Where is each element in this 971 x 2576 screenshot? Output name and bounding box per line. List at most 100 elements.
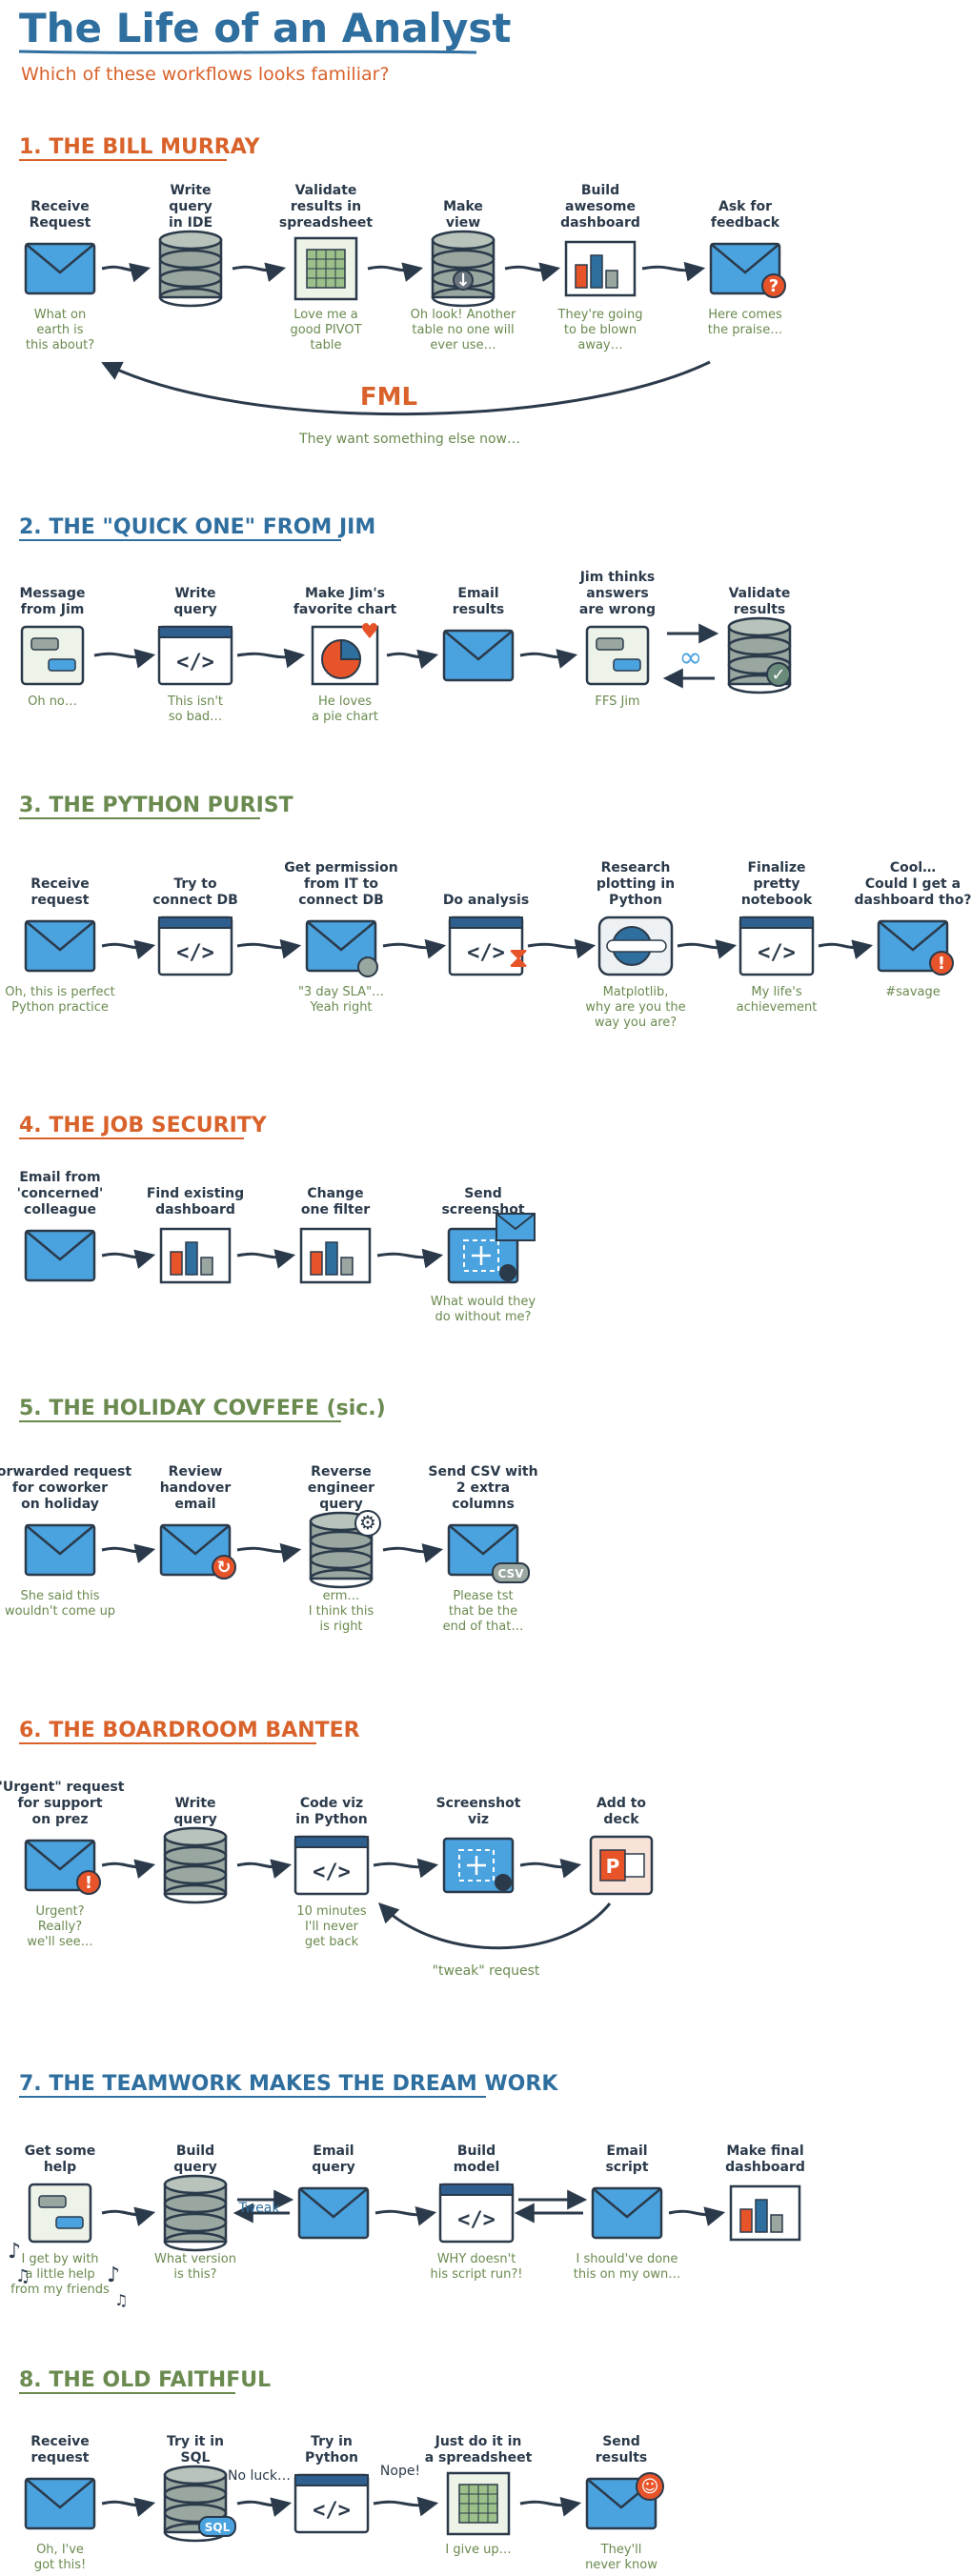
email-icon [24, 242, 96, 295]
step-label: dashboard [725, 2160, 805, 2175]
code-window-icon: </> [438, 2183, 515, 2244]
step-note: table [311, 338, 342, 352]
email-emoji-icon: ☺ [585, 2472, 664, 2530]
flow-arrow [232, 262, 287, 283]
step-note: away… [577, 338, 622, 352]
step-label: Build [581, 183, 619, 198]
spreadsheet-icon [446, 2471, 511, 2536]
section-heading-6: 6. THE BOARDROOM BANTER [19, 1719, 360, 1742]
page-subtitle: Which of these workflows looks familiar? [21, 64, 390, 85]
step-note: He loves [318, 694, 372, 709]
step-label: Just do it in [435, 2434, 522, 2449]
svg-text:♥: ♥ [360, 620, 379, 644]
step-label: a spreadsheet [425, 2450, 533, 2465]
step-note: table no one will [412, 323, 514, 337]
sql-badge: SQL [205, 2521, 231, 2534]
flow-arrow [641, 261, 706, 282]
step-note: way you are? [595, 1016, 677, 1030]
svg-text:</>: </> [457, 2208, 496, 2232]
step-note: ever use… [430, 338, 496, 352]
step-label: Email [457, 586, 498, 601]
step-label: Get some [25, 2143, 96, 2159]
pie-chart-icon: ♥ [311, 620, 379, 686]
database-gear-icon: ⚙ [309, 1510, 381, 1589]
music-note-icon: ♫ [114, 2291, 128, 2309]
page-title: The Life of an Analyst [19, 5, 511, 51]
database-view-icon: ↓ [431, 230, 496, 308]
step-note: I give up… [445, 2543, 511, 2557]
email-alert-icon: ! [877, 919, 954, 976]
step-note: Really? [38, 1920, 82, 1934]
svg-text:</>: </> [313, 1861, 351, 1884]
step-label: viz [468, 1812, 489, 1827]
flow-arrow [101, 1859, 156, 1880]
loop-note-s6: "tweak" request [433, 1963, 540, 1979]
flow-arrow [504, 262, 561, 282]
flow-arrow [101, 1249, 156, 1270]
powerpoint-icon: P [589, 1835, 654, 1896]
email-alert-icon: ! [24, 1839, 101, 1895]
arrow-label-s8-1: No luck… [228, 2468, 291, 2484]
step-label: notebook [741, 893, 813, 908]
svg-text:☺: ☺ [641, 2477, 659, 2497]
svg-text:!: ! [85, 1873, 92, 1893]
workflow-step: Email from'concerned'colleague [17, 1170, 103, 1282]
step-label: Email [606, 2143, 647, 2159]
step-label: dashboard [155, 1202, 235, 1218]
step-label: Build [176, 2143, 214, 2159]
flow-arrow [101, 1543, 156, 1564]
svg-text:</>: </> [467, 941, 505, 965]
step-label: Reverse [311, 1464, 372, 1479]
step-label: for coworker [12, 1480, 108, 1496]
step-label: SQL [181, 2450, 211, 2465]
step-label: dashboard tho? [854, 893, 971, 908]
flow-arrow [818, 939, 874, 959]
step-label: plotting in [597, 876, 675, 892]
step-label: Make final [726, 2143, 803, 2159]
dashboard-icon [299, 1227, 372, 1284]
step-note: Here comes [708, 308, 782, 322]
flow-arrow [373, 2496, 439, 2517]
chat-icon [20, 625, 85, 686]
step-note: do without me? [435, 1310, 532, 1324]
step-label: Make Jim's [305, 586, 385, 601]
step-label: Receive [30, 876, 90, 892]
step-note: Python practice [11, 1000, 109, 1015]
step-label: columns [452, 1497, 515, 1512]
step-label: Receive [30, 2434, 90, 2449]
step-note: #savage [885, 985, 941, 999]
step-label: Write [174, 586, 215, 601]
step-label: Ask for [718, 199, 772, 214]
music-note-icon: ♪ [8, 2240, 21, 2264]
web-search-icon [597, 916, 674, 976]
step-note: is this? [173, 2267, 216, 2282]
step-note: a pie chart [312, 710, 378, 724]
step-label: Try it in [167, 2434, 224, 2449]
step-label: from IT to [304, 876, 378, 892]
email-plug-icon [305, 919, 378, 977]
email-icon [24, 2477, 96, 2530]
step-label: pretty [754, 876, 800, 892]
code-window-icon: </> [157, 625, 233, 686]
step-note: I'll never [305, 1920, 359, 1934]
step-label: script [605, 2160, 648, 2175]
step-note: that be the [449, 1604, 517, 1619]
section-heading-5: 5. THE HOLIDAY COVFEFE (sic.) [19, 1397, 386, 1420]
